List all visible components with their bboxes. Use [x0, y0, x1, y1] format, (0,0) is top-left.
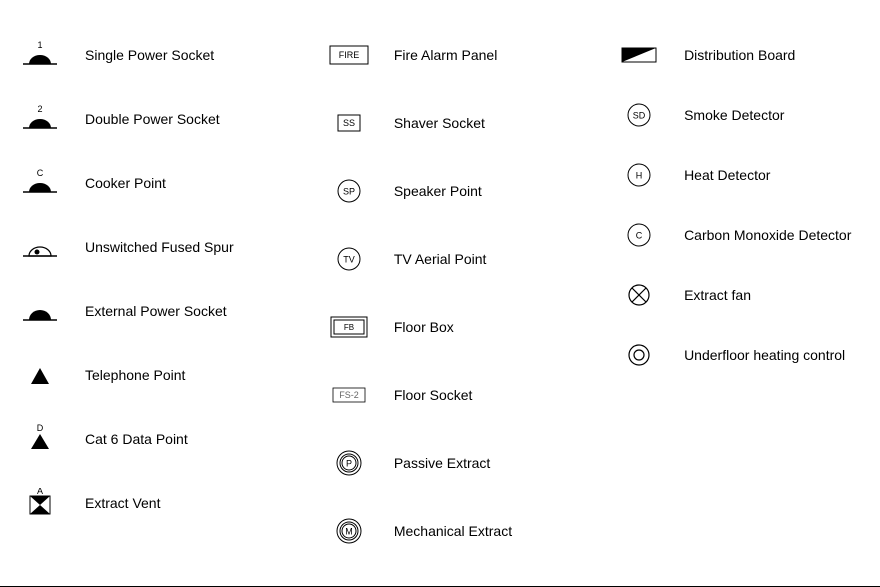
- legend-item: 1 Single Power Socket: [15, 40, 294, 70]
- legend-item: Unswitched Fused Spur: [15, 232, 294, 262]
- legend-label: Heat Detector: [684, 167, 770, 183]
- symbol-icon: [15, 360, 65, 390]
- legend-label: Carbon Monoxide Detector: [684, 227, 851, 243]
- symbol-icon: [614, 280, 664, 310]
- legend-item: Distribution Board: [614, 40, 865, 70]
- legend-label: Extract Vent: [85, 495, 160, 511]
- legend-label: Telephone Point: [85, 367, 185, 383]
- legend-item: M Mechanical Extract: [324, 516, 584, 546]
- svg-text:TV: TV: [343, 255, 355, 265]
- svg-text:FIRE: FIRE: [339, 50, 360, 60]
- legend-label: Smoke Detector: [684, 107, 784, 123]
- symbol-icon: C: [614, 220, 664, 250]
- svg-text:H: H: [636, 171, 643, 181]
- symbol-icon: FIRE: [324, 40, 374, 70]
- legend-label: Passive Extract: [394, 455, 490, 471]
- legend-label: Mechanical Extract: [394, 523, 512, 539]
- legend-column-3: Distribution Board SD Smoke Detector H Hea…: [614, 40, 865, 546]
- symbol-icon: P: [324, 448, 374, 478]
- legend-item: SD Smoke Detector: [614, 100, 865, 130]
- legend-label: Floor Box: [394, 319, 454, 335]
- legend-item: Telephone Point: [15, 360, 294, 390]
- legend-label: Distribution Board: [684, 47, 795, 63]
- legend-label: External Power Socket: [85, 303, 227, 319]
- legend-label: Shaver Socket: [394, 115, 485, 131]
- legend-item: C Carbon Monoxide Detector: [614, 220, 865, 250]
- svg-text:P: P: [346, 459, 352, 469]
- legend-label: Double Power Socket: [85, 111, 220, 127]
- svg-text:C: C: [636, 231, 643, 241]
- svg-text:2: 2: [37, 104, 42, 114]
- symbol-icon: M: [324, 516, 374, 546]
- svg-text:FB: FB: [344, 323, 354, 332]
- symbol-icon: FB: [324, 312, 374, 342]
- legend-item: FIRE Fire Alarm Panel: [324, 40, 584, 70]
- legend-item: 2 Double Power Socket: [15, 104, 294, 134]
- legend-column-1: 1 Single Power Socket 2 Double Power Sock…: [15, 40, 294, 546]
- legend-item: SS Shaver Socket: [324, 108, 584, 138]
- legend-container: 1 Single Power Socket 2 Double Power Sock…: [0, 0, 880, 566]
- legend-label: Underfloor heating control: [684, 347, 845, 363]
- svg-text:C: C: [37, 168, 44, 178]
- symbol-icon: 2: [15, 104, 65, 134]
- symbol-icon: H: [614, 160, 664, 190]
- symbol-icon: [614, 40, 664, 70]
- symbol-icon: D: [15, 424, 65, 454]
- svg-text:A: A: [37, 488, 43, 496]
- legend-item: FB Floor Box: [324, 312, 584, 342]
- legend-item: FS-2 Floor Socket: [324, 380, 584, 410]
- legend-label: Floor Socket: [394, 387, 473, 403]
- svg-text:SP: SP: [343, 187, 355, 197]
- legend-label: Unswitched Fused Spur: [85, 239, 234, 255]
- legend-label: Extract fan: [684, 287, 751, 303]
- legend-column-2: FIREFire Alarm Panel SSShaver Socket SPS…: [324, 40, 584, 546]
- legend-item: Extract fan: [614, 280, 865, 310]
- svg-text:1: 1: [37, 40, 42, 50]
- legend-label: Single Power Socket: [85, 47, 214, 63]
- symbol-icon: A: [15, 488, 65, 518]
- symbol-icon: 1: [15, 40, 65, 70]
- legend-item: External Power Socket: [15, 296, 294, 326]
- svg-text:SS: SS: [343, 118, 355, 128]
- symbol-icon: SP: [324, 176, 374, 206]
- symbol-icon: [614, 340, 664, 370]
- legend-label: Cooker Point: [85, 175, 166, 191]
- symbol-icon: FS-2: [324, 380, 374, 410]
- svg-text:D: D: [37, 424, 44, 433]
- legend-label: TV Aerial Point: [394, 251, 487, 267]
- legend-label: Speaker Point: [394, 183, 482, 199]
- legend-item: P Passive Extract: [324, 448, 584, 478]
- svg-text:SD: SD: [633, 111, 646, 121]
- symbol-icon: TV: [324, 244, 374, 274]
- legend-item: SP Speaker Point: [324, 176, 584, 206]
- legend-item: Underfloor heating control: [614, 340, 865, 370]
- symbol-icon: C: [15, 168, 65, 198]
- symbol-icon: [15, 296, 65, 326]
- legend-item: D Cat 6 Data Point: [15, 424, 294, 454]
- legend-item: C Cooker Point: [15, 168, 294, 198]
- symbol-icon: SS: [324, 108, 374, 138]
- legend-item: H Heat Detector: [614, 160, 865, 190]
- symbol-icon: [15, 232, 65, 262]
- legend-label: Cat 6 Data Point: [85, 431, 188, 447]
- svg-text:FS-2: FS-2: [339, 390, 359, 400]
- symbol-icon: SD: [614, 100, 664, 130]
- svg-text:M: M: [345, 527, 353, 537]
- legend-label: Fire Alarm Panel: [394, 47, 497, 63]
- legend-item: A Extract Vent: [15, 488, 294, 518]
- legend-item: TV TV Aerial Point: [324, 244, 584, 274]
